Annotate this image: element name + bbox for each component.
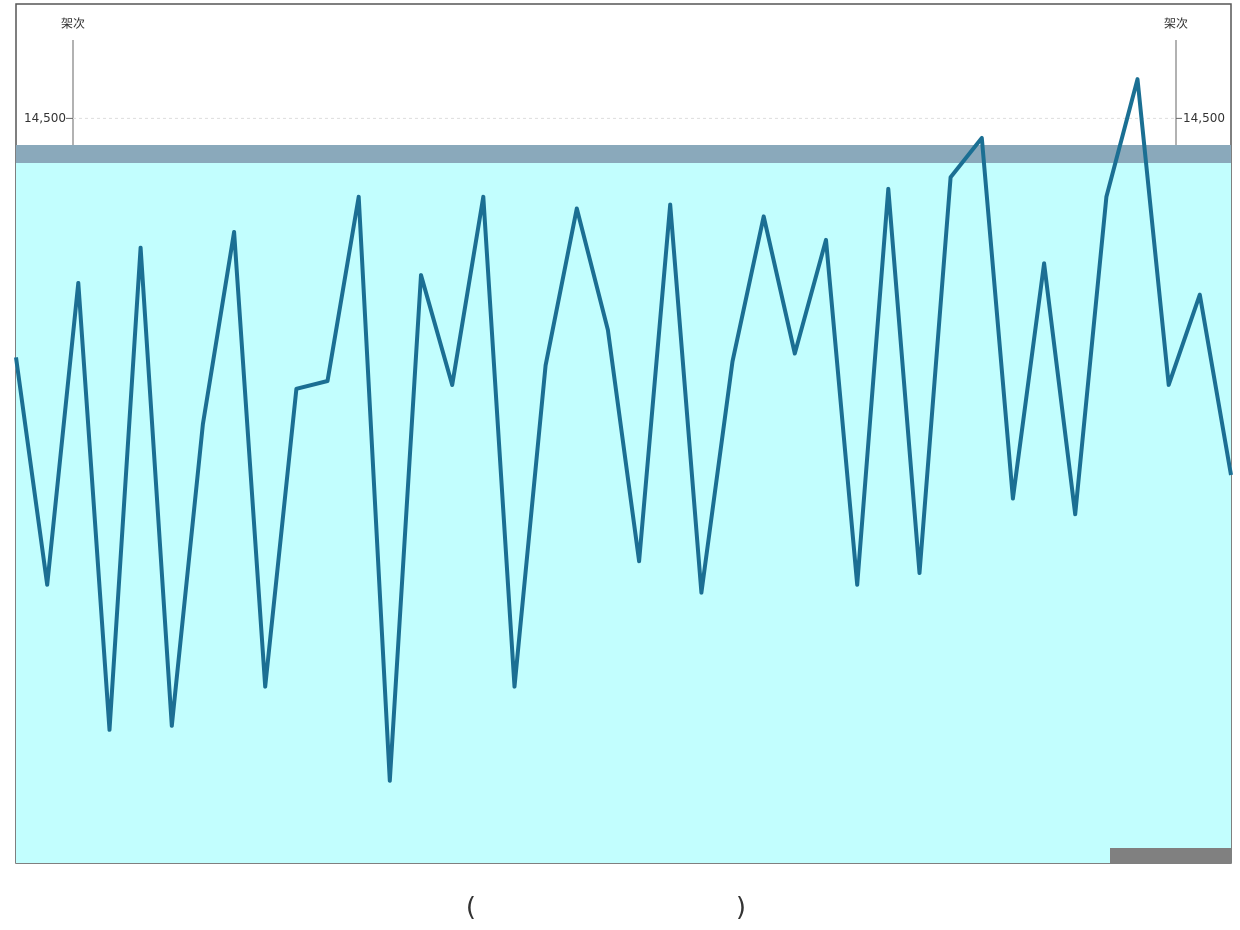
overlay-block xyxy=(1110,848,1231,863)
y2-axis-label: 架次 xyxy=(1164,17,1188,31)
y2-tick-label: 14,500 xyxy=(1183,111,1225,125)
series-line xyxy=(14,77,1233,783)
overlay-area xyxy=(16,163,1231,863)
y-tick-label: 14,500 xyxy=(24,111,66,125)
footer-text: ( xyxy=(466,893,476,923)
overlay-band xyxy=(16,145,1231,163)
footer-text: ) xyxy=(736,893,746,923)
y-axis-label: 架次 xyxy=(61,17,85,31)
